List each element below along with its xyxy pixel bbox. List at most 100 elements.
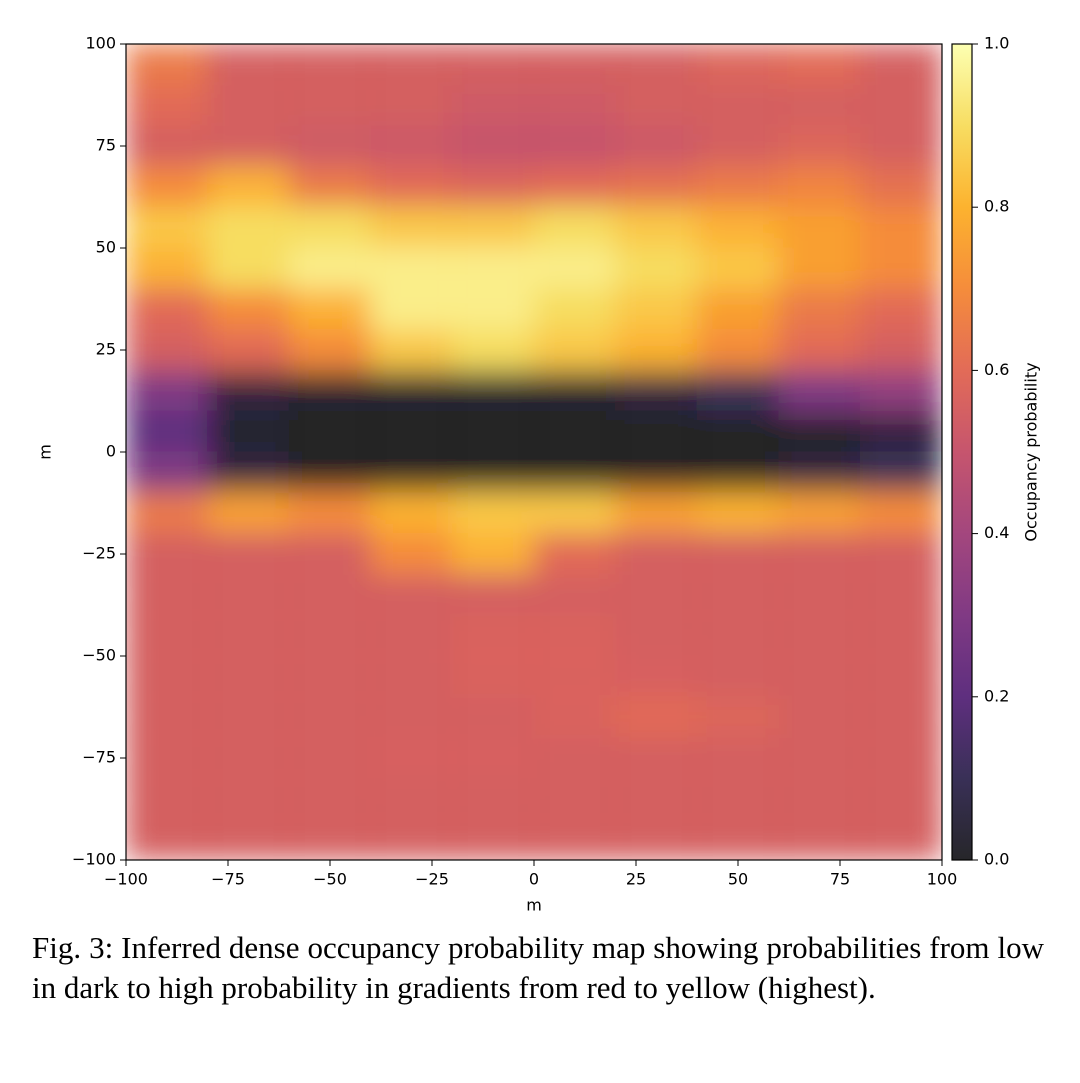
heatmap-cell: [207, 533, 290, 575]
heatmap-cell: [778, 125, 861, 167]
heatmap-cell: [859, 492, 942, 535]
heatmap-cell: [696, 533, 780, 575]
heatmap-cell: [370, 451, 453, 494]
heatmap-cell: [451, 818, 535, 860]
heatmap-cell: [207, 247, 290, 290]
heatmap-cell: [288, 84, 372, 127]
heatmap-cell: [533, 206, 617, 249]
heatmap-cell: [533, 369, 617, 412]
heatmap-cell: [126, 247, 209, 290]
x-axis-label: m: [526, 896, 542, 915]
heatmap-cell: [696, 696, 780, 739]
heatmap-cell: [451, 329, 535, 371]
heatmap-cell: [288, 777, 372, 820]
y-tick-label: 75: [96, 136, 116, 155]
heatmap-cell: [696, 573, 780, 616]
heatmap-cell: [533, 247, 617, 290]
heatmap-cell: [859, 288, 942, 331]
heatmap-cell: [533, 288, 617, 331]
heatmap-cell: [696, 777, 780, 820]
heatmap-cell: [859, 84, 942, 127]
heatmap-cell: [778, 410, 861, 453]
heatmap-cell: [207, 410, 290, 453]
heatmap-cell: [859, 573, 942, 616]
heatmap-cell: [370, 573, 453, 616]
heatmap-cell: [126, 125, 209, 167]
heatmap-cell: [451, 206, 535, 249]
heatmap-cell: [615, 573, 698, 616]
heatmap-cell: [615, 655, 698, 698]
y-tick-label: −75: [82, 748, 116, 767]
heatmap-cell: [370, 818, 453, 860]
heatmap-cell: [859, 165, 942, 208]
heatmap-cell: [778, 247, 861, 290]
heatmap-cell: [696, 288, 780, 331]
heatmap-cell: [288, 329, 372, 371]
heatmap-cell: [207, 165, 290, 208]
heatmap-cell: [778, 329, 861, 371]
heatmap-cell: [778, 696, 861, 739]
heatmap-cell: [451, 614, 535, 657]
heatmap-cell: [451, 44, 535, 86]
heatmap-cell: [533, 451, 617, 494]
heatmap-cell: [859, 818, 942, 860]
heatmap-cell: [288, 655, 372, 698]
heatmap-cell: [533, 737, 617, 779]
heatmap-cell: [859, 533, 942, 575]
heatmap-cell: [778, 44, 861, 86]
heatmap-cell: [615, 125, 698, 167]
heatmap-cell: [370, 44, 453, 86]
heatmap-cell: [696, 451, 780, 494]
heatmap-cell: [533, 777, 617, 820]
caption: Fig. 3: Inferred dense occupancy probabi…: [32, 930, 1044, 1005]
heatmap-cell: [288, 533, 372, 575]
heatmap: [126, 44, 942, 860]
heatmap-cell: [288, 206, 372, 249]
heatmap-cell: [615, 84, 698, 127]
heatmap-cell: [370, 84, 453, 127]
heatmap-cell: [533, 329, 617, 371]
x-tick-label: −75: [211, 870, 245, 889]
heatmap-cell: [451, 247, 535, 290]
heatmap-cell: [615, 451, 698, 494]
heatmap-cell: [533, 533, 617, 575]
heatmap-cell: [615, 737, 698, 779]
colorbar-tick-label: 0.4: [984, 523, 1009, 542]
heatmap-cell: [370, 247, 453, 290]
colorbar-tick-label: 1.0: [984, 34, 1009, 53]
heatmap-cell: [370, 410, 453, 453]
heatmap-cell: [126, 206, 209, 249]
heatmap-cell: [126, 818, 209, 860]
heatmap-cell: [778, 288, 861, 331]
heatmap-cell: [451, 369, 535, 412]
colorbar-tick-label: 0.2: [984, 686, 1009, 705]
heatmap-cell: [533, 84, 617, 127]
heatmap-cell: [778, 206, 861, 249]
x-tick-label: 100: [927, 870, 958, 889]
heatmap-cell: [615, 369, 698, 412]
heatmap-cell: [207, 84, 290, 127]
heatmap-cell: [778, 84, 861, 127]
heatmap-cell: [859, 451, 942, 494]
heatmap-cell: [451, 165, 535, 208]
heatmap-cell: [288, 44, 372, 86]
heatmap-cell: [370, 655, 453, 698]
heatmap-cell: [696, 614, 780, 657]
heatmap-cell: [126, 533, 209, 575]
heatmap-cell: [451, 451, 535, 494]
heatmap-cell: [126, 614, 209, 657]
heatmap-cell: [696, 655, 780, 698]
heatmap-cell: [288, 125, 372, 167]
heatmap-cell: [451, 777, 535, 820]
x-tick-label: −100: [104, 870, 148, 889]
heatmap-cell: [126, 573, 209, 616]
heatmap-cell: [778, 533, 861, 575]
heatmap-cell: [207, 573, 290, 616]
heatmap-cell: [126, 329, 209, 371]
heatmap-cell: [451, 410, 535, 453]
heatmap-cell: [126, 84, 209, 127]
heatmap-cell: [533, 573, 617, 616]
heatmap-cell: [533, 410, 617, 453]
heatmap-cell: [126, 492, 209, 535]
heatmap-cell: [533, 44, 617, 86]
